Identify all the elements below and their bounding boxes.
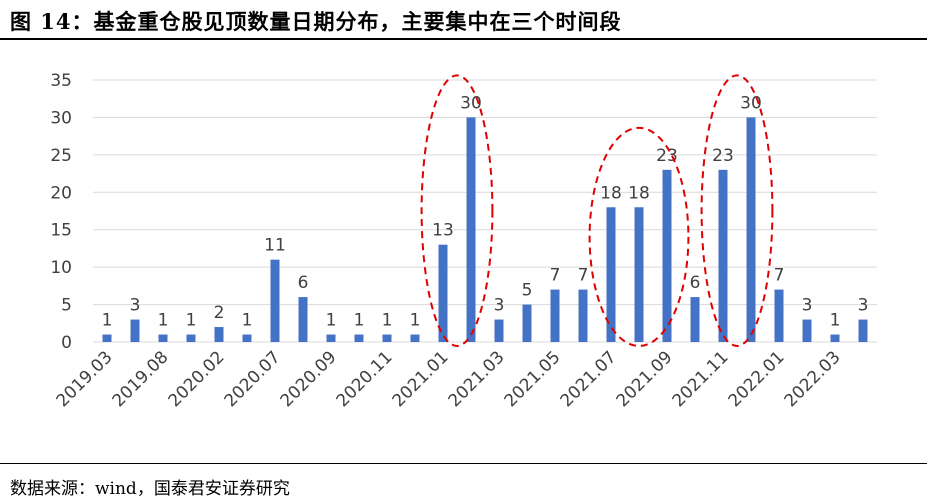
x-tick-label: 2021.07: [557, 347, 621, 411]
data-label: 23: [656, 146, 678, 166]
x-tick-label: 2021.05: [501, 347, 565, 411]
data-label: 1: [158, 311, 169, 331]
data-label: 11: [264, 236, 286, 256]
data-label: 7: [550, 266, 561, 286]
data-label: 1: [186, 311, 197, 331]
data-label: 1: [102, 311, 113, 331]
y-tick-label: 30: [50, 108, 72, 128]
bar: [606, 207, 616, 342]
x-axis-labels: 2019.032019.082020.022020.072020.092020.…: [53, 347, 845, 411]
bar: [354, 334, 364, 342]
data-label: 3: [858, 296, 869, 316]
footer-divider: [0, 463, 927, 464]
data-label: 1: [410, 311, 421, 331]
x-tick-label: 2021.03: [445, 347, 509, 411]
bar: [662, 169, 672, 342]
data-label: 1: [382, 311, 393, 331]
bar: [830, 334, 840, 342]
data-label: 7: [578, 266, 589, 286]
x-tick-label: 2019.03: [53, 347, 117, 411]
x-tick-label: 2021.11: [669, 347, 733, 411]
highlight-ellipse: [420, 74, 494, 347]
bar: [158, 334, 168, 342]
bar: [242, 334, 252, 342]
bar: [410, 334, 420, 342]
y-tick-label: 20: [50, 183, 72, 203]
x-tick-label: 2020.07: [221, 347, 285, 411]
data-label: 5: [522, 281, 533, 301]
bars: [102, 117, 868, 342]
data-label: 1: [242, 311, 253, 331]
bar: [494, 319, 504, 342]
source-note: 数据来源：wind，国泰君安证券研究: [10, 479, 290, 499]
data-label: 3: [802, 296, 813, 316]
bar: [270, 259, 280, 342]
x-tick-label: 2021.09: [613, 347, 677, 411]
y-tick-label: 35: [50, 71, 72, 91]
data-label: 6: [298, 273, 309, 293]
bar: [326, 334, 336, 342]
bar: [746, 117, 756, 342]
bar: [382, 334, 392, 342]
bar: [802, 319, 812, 342]
bar: [130, 319, 140, 342]
x-tick-label: 2021.01: [389, 347, 453, 411]
bar: [858, 319, 868, 342]
y-tick-label: 5: [61, 296, 72, 316]
data-label: 3: [494, 296, 505, 316]
y-tick-label: 10: [50, 258, 72, 278]
bar: [522, 304, 532, 342]
bar: [466, 117, 476, 342]
bar: [186, 334, 196, 342]
chart-title: 图 14：基金重仓股见顶数量日期分布，主要集中在三个时间段: [10, 9, 622, 34]
x-tick-label: 2022.03: [781, 347, 845, 411]
bar: [634, 207, 644, 342]
x-tick-label: 2020.09: [277, 347, 341, 411]
data-label: 1: [830, 311, 841, 331]
bar: [774, 289, 784, 342]
gridlines: [93, 79, 877, 343]
bar: [102, 334, 112, 342]
bar: [550, 289, 560, 342]
data-label: 6: [690, 273, 701, 293]
y-axis-labels: 0 5 10 15 20 25 30 35: [50, 71, 72, 353]
data-label: 18: [600, 183, 622, 203]
data-label: 23: [712, 146, 734, 166]
highlight-ellipses: [420, 74, 774, 348]
data-label: 2: [214, 303, 225, 323]
data-label: 1: [354, 311, 365, 331]
x-tick-label: 2020.02: [165, 347, 229, 411]
bar: [298, 297, 308, 342]
bar: [578, 289, 588, 342]
x-tick-label: 2022.01: [725, 347, 789, 411]
data-label: 7: [774, 266, 785, 286]
bar: [690, 297, 700, 342]
data-label: 1: [326, 311, 337, 331]
y-tick-label: 15: [50, 221, 72, 241]
y-tick-label: 0: [61, 333, 72, 353]
bar: [214, 327, 224, 342]
highlight-ellipse: [588, 126, 690, 348]
data-label: 18: [628, 183, 650, 203]
data-label: 3: [130, 296, 141, 316]
x-tick-label: 2019.08: [109, 347, 173, 411]
data-label: 13: [432, 221, 454, 241]
highlight-ellipse: [700, 74, 774, 347]
x-tick-label: 2020.11: [333, 347, 397, 411]
bar: [438, 244, 448, 342]
title-divider: [0, 38, 927, 40]
y-tick-label: 25: [50, 146, 72, 166]
bar: [718, 169, 728, 342]
